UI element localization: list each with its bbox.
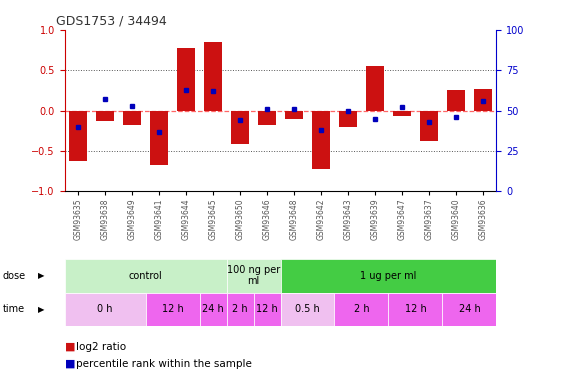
Text: ■: ■ [65,342,75,352]
Bar [65,292,145,326]
Text: time: time [3,304,25,314]
Bar [200,292,227,326]
Bar [311,111,330,169]
Text: 12 h: 12 h [162,304,183,314]
Bar [447,90,466,111]
Text: log2 ratio: log2 ratio [76,342,126,352]
Bar [231,111,250,144]
Text: 0.5 h: 0.5 h [295,304,320,314]
Text: 12 h: 12 h [256,304,278,314]
Text: 24 h: 24 h [202,304,224,314]
Bar [284,111,304,118]
Bar [122,111,141,125]
Text: percentile rank within the sample: percentile rank within the sample [76,359,252,369]
Text: GDS1753 / 34494: GDS1753 / 34494 [56,15,167,27]
Bar [443,292,496,326]
Text: 0 h: 0 h [97,304,113,314]
Text: control: control [128,271,162,280]
Bar [338,111,357,127]
Bar [334,292,389,326]
Text: 1 ug per ml: 1 ug per ml [360,271,417,280]
Text: dose: dose [3,271,26,280]
Bar [473,89,493,111]
Text: 12 h: 12 h [404,304,426,314]
Text: 2 h: 2 h [232,304,248,314]
Bar [366,66,384,111]
Bar [227,259,280,292]
Text: 24 h: 24 h [458,304,480,314]
Bar [280,292,334,326]
Bar [68,111,88,160]
Text: ■: ■ [65,359,75,369]
Bar [280,259,496,292]
Bar [388,292,443,326]
Bar [65,259,227,292]
Bar [254,292,280,326]
Bar [95,111,114,121]
Bar [204,42,223,111]
Text: ▶: ▶ [38,305,45,314]
Bar [150,111,168,165]
Text: ▶: ▶ [38,271,45,280]
Bar [420,111,439,141]
Bar [145,292,200,326]
Text: 2 h: 2 h [353,304,369,314]
Bar [177,48,195,111]
Bar [393,111,411,116]
Bar [257,111,277,125]
Text: 100 ng per
ml: 100 ng per ml [227,265,280,286]
Bar [227,292,254,326]
